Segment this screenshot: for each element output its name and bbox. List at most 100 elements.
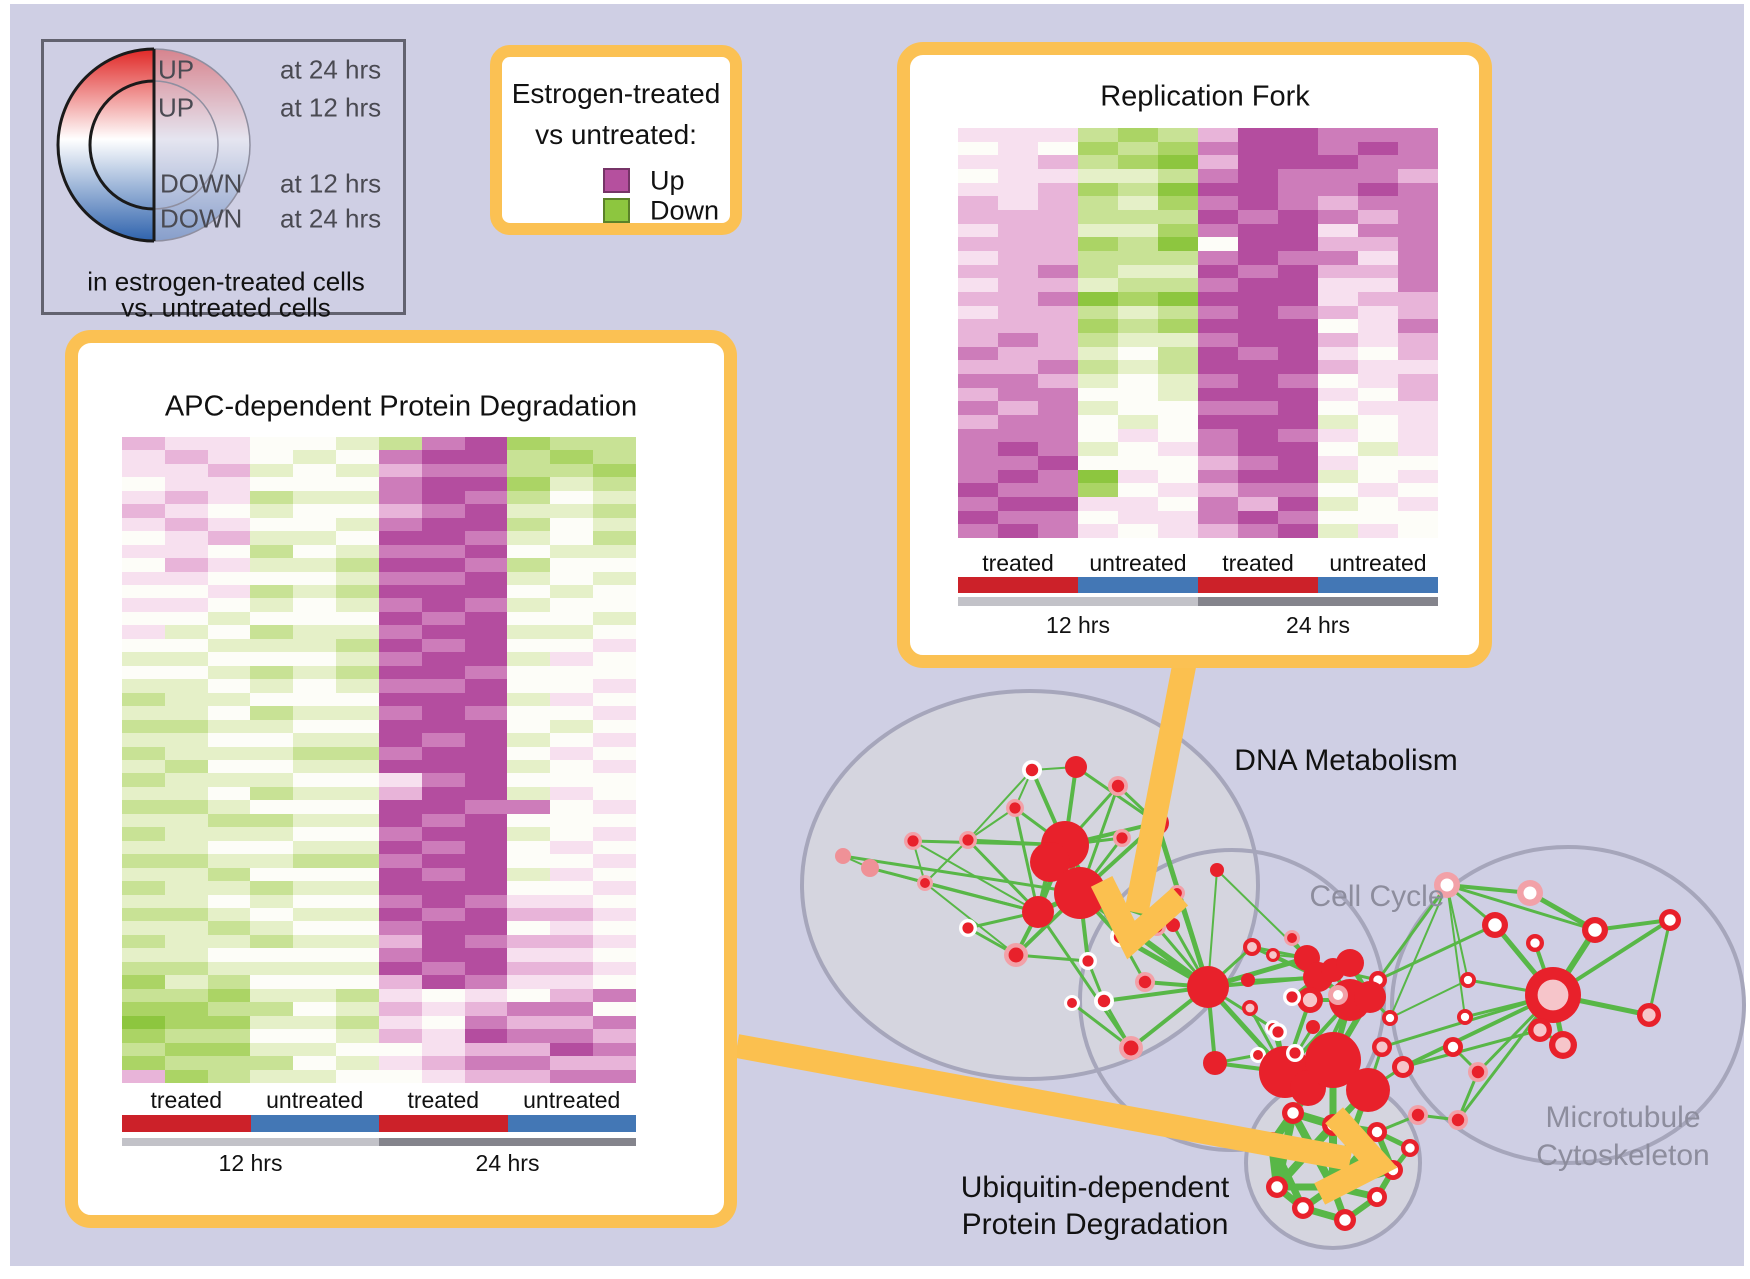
- heatmap-cell: [507, 598, 551, 612]
- heatmap-cell: [1158, 169, 1198, 183]
- heatmap-cell: [421, 611, 465, 626]
- heatmap-cell: [336, 490, 379, 505]
- gene-node: [1030, 842, 1070, 882]
- heatmap-cell: [1078, 442, 1118, 456]
- heatmap-cell: [1118, 469, 1158, 484]
- heatmap-cell: [1318, 346, 1358, 361]
- heatmap-cell: [464, 934, 508, 949]
- heatmap-cell: [464, 504, 508, 518]
- heatmap-cell: [207, 921, 251, 935]
- heatmap-cell: [1118, 292, 1158, 306]
- heatmap-cell: [958, 169, 998, 183]
- updown-gradient-rings-icon: [56, 47, 251, 243]
- heatmap-cell: [958, 128, 998, 142]
- heatmap-cell: [164, 571, 208, 586]
- heatmap-cell: [1238, 510, 1278, 525]
- heatmap-cell: [550, 733, 594, 747]
- gene-node: [1336, 949, 1364, 977]
- heatmap-cell: [464, 988, 508, 1003]
- heatmap-cell: [998, 428, 1038, 443]
- heatmap-cell: [164, 544, 208, 559]
- heatmap-cell: [550, 961, 594, 976]
- heatmap-cell: [164, 652, 208, 666]
- heatmap-cell: [1318, 333, 1358, 347]
- heatmap-cell: [421, 800, 465, 814]
- heatmap-cell: [122, 1029, 165, 1043]
- heatmap-cell: [593, 773, 636, 787]
- heatmap-cell: [507, 881, 551, 895]
- gene-node-core: [1460, 1012, 1470, 1022]
- heatmap-cell: [1158, 278, 1198, 292]
- heatmap-cell: [1358, 401, 1398, 415]
- heatmap-cell: [1238, 428, 1278, 443]
- heatmap-cell: [378, 585, 422, 599]
- heatmap-cell: [164, 585, 208, 599]
- heatmap-cell: [464, 585, 508, 599]
- heatmap-cell: [336, 1056, 379, 1070]
- heatmap-cell: [293, 463, 337, 478]
- heatmap-cell: [293, 558, 337, 572]
- heatmap-cell: [958, 497, 998, 511]
- heatmap-cell: [421, 638, 465, 653]
- heatmap-cell: [464, 490, 508, 505]
- heatmap-cell: [207, 585, 251, 599]
- apc-sample-group-labels: treated untreated treated untreated: [122, 1087, 636, 1113]
- heatmap-cell: [421, 706, 465, 720]
- heatmap-cell: [293, 733, 337, 747]
- gene-node: [1305, 1032, 1361, 1088]
- heatmap-cell: [464, 1002, 508, 1016]
- heatmap-cell: [998, 387, 1038, 402]
- heatmap-cell: [593, 490, 636, 505]
- estrogen-legend-title-line2: vs untreated:: [535, 119, 697, 150]
- heatmap-cell: [1198, 483, 1238, 497]
- heatmap-cell: [421, 490, 465, 505]
- heatmap-cell: [421, 1002, 465, 1016]
- heatmap-cell: [250, 746, 294, 760]
- heatmap-cell: [1038, 360, 1078, 374]
- heatmap-cell: [958, 387, 998, 402]
- heatmap-cell: [550, 544, 594, 559]
- heatmap-cell: [293, 746, 337, 760]
- heatmap-cell: [1198, 251, 1238, 265]
- heatmap-cell: [464, 921, 508, 935]
- heatmap-cell: [1318, 510, 1358, 525]
- heatmap-cell: [164, 1015, 208, 1030]
- heatmap-cell: [1358, 524, 1398, 538]
- heatmap-cell: [421, 854, 465, 868]
- heatmap-cell: [550, 571, 594, 586]
- heatmap-cell: [998, 415, 1038, 429]
- replication-fork-title: Replication Fork: [1100, 80, 1310, 113]
- heatmap-cell: [464, 544, 508, 559]
- heatmap-cell: [421, 988, 465, 1003]
- heatmap-cell: [1238, 251, 1278, 265]
- heatmap-cell: [958, 237, 998, 251]
- network-edge: [924, 839, 969, 884]
- heatmap-cell: [1398, 319, 1438, 333]
- gene-node-core: [1271, 1181, 1283, 1193]
- heatmap-cell: [421, 1056, 465, 1070]
- heatmap-cell: [122, 558, 165, 572]
- heatmap-cell: [336, 975, 379, 989]
- heatmap-cell: [421, 517, 465, 532]
- heatmap-cell: [336, 813, 379, 828]
- heatmap-cell: [207, 706, 251, 720]
- heatmap-cell: [122, 585, 165, 599]
- heatmap-cell: [1198, 292, 1238, 306]
- gene-node-core: [1371, 1191, 1383, 1203]
- heatmap-cell: [507, 813, 551, 828]
- treated-bar: [379, 1115, 508, 1132]
- heatmap-cell: [207, 881, 251, 895]
- heatmap-cell: [1278, 196, 1318, 210]
- heatmap-cell: [1038, 428, 1078, 443]
- heatmap-cell: [1278, 510, 1318, 525]
- heatmap-cell: [378, 827, 422, 841]
- heatmap-cell: [507, 531, 551, 545]
- heatmap-cell: [593, 477, 636, 491]
- heatmap-cell: [1198, 428, 1238, 443]
- gene-node: [1022, 896, 1054, 928]
- untreated-bar: [1318, 577, 1438, 593]
- heatmap-cell: [293, 598, 337, 612]
- heatmap-cell: [122, 1056, 165, 1070]
- heatmap-cell: [293, 813, 337, 828]
- heatmap-cell: [550, 921, 594, 935]
